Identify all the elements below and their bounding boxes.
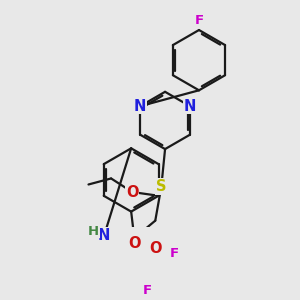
- Text: O: O: [126, 184, 138, 200]
- Text: S: S: [156, 179, 166, 194]
- Text: F: F: [194, 14, 203, 28]
- Text: F: F: [169, 247, 179, 260]
- Text: H: H: [88, 225, 99, 238]
- Text: N: N: [184, 99, 196, 114]
- Text: O: O: [129, 236, 141, 251]
- Text: N: N: [98, 228, 110, 243]
- Text: F: F: [143, 284, 152, 297]
- Text: N: N: [134, 99, 146, 114]
- Text: O: O: [149, 241, 161, 256]
